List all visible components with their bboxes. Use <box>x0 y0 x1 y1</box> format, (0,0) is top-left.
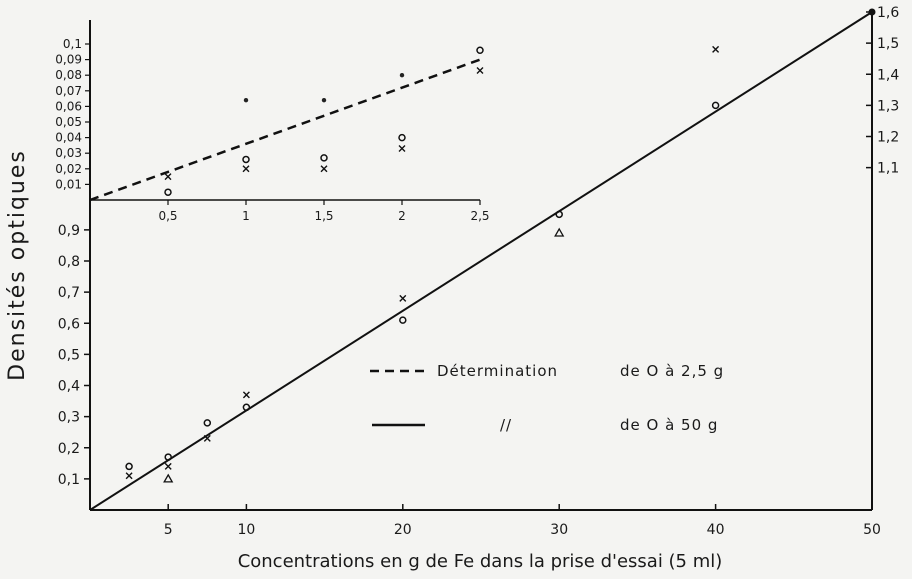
main-point-x <box>203 434 211 442</box>
main-point-o <box>125 462 133 471</box>
legend-solid-label: // <box>500 416 512 434</box>
inset-y-tick-label: 0,1 <box>63 37 82 51</box>
y-axis-label: Densités optiques <box>5 149 30 381</box>
inset-point-o <box>164 188 172 196</box>
legend-solid-range: de O à 50 g <box>620 416 718 434</box>
right-y-tick-label: 1,5 <box>877 36 899 52</box>
inset-point-o <box>320 154 328 162</box>
inset-y-tick-label: 0,07 <box>55 84 82 98</box>
inset-point-o <box>242 155 250 164</box>
main-point-o <box>203 419 212 427</box>
main-x-tick-label: 20 <box>394 522 412 538</box>
x-axis-label: Concentrations en g de Fe dans la prise … <box>238 551 723 572</box>
inset-point-x <box>476 67 484 75</box>
legend-dashed-label: Détermination <box>437 362 558 380</box>
main-point-x <box>164 462 172 470</box>
main-x-tick-label: 5 <box>164 522 173 538</box>
main-y-tick-label: 0,3 <box>58 410 80 426</box>
main-point-o <box>242 403 251 412</box>
main-point-o <box>555 210 563 219</box>
inset-y-tick-label: 0,09 <box>55 53 82 67</box>
inset-point-dot <box>243 97 249 103</box>
inset-x-tick-label: 0,5 <box>158 209 177 223</box>
right-y-tick-label: 1,1 <box>877 161 899 177</box>
inset-y-tick-label: 0,08 <box>55 68 82 82</box>
main-y-tick-label: 0,2 <box>58 441 80 457</box>
inset-y-tick-label: 0,05 <box>55 115 82 129</box>
main-x-tick-label: 40 <box>707 522 725 538</box>
main-point-triangle <box>554 227 565 237</box>
main-y-tick-label: 0,6 <box>58 316 80 332</box>
main-point-o <box>164 453 172 461</box>
inset-x-tick-label: 1 <box>242 209 250 223</box>
inset-point-x <box>164 173 172 181</box>
main-point-o <box>711 101 720 110</box>
main-point-x <box>399 294 407 302</box>
main-point-o <box>399 316 407 324</box>
right-y-tick-label: 1,6 <box>877 5 899 21</box>
inset-point-x <box>398 145 406 153</box>
right-y-tick-label: 1,3 <box>877 98 899 114</box>
main-point-x <box>712 45 720 53</box>
inset-point-dot <box>399 73 405 78</box>
main-point-x <box>125 472 133 480</box>
inset-regression-line <box>89 58 481 202</box>
main-y-tick-label: 0,1 <box>58 472 80 488</box>
inset-point-x <box>242 165 250 173</box>
legend-dashed-range: de O à 2,5 g <box>620 362 724 380</box>
main-x-tick-label: 30 <box>550 522 568 538</box>
right-y-tick-label: 1,4 <box>877 67 899 83</box>
inset-point-o <box>398 133 406 142</box>
inset-point-dot <box>321 97 327 103</box>
main-y-tick-label: 0,5 <box>58 347 80 363</box>
main-regression-line <box>89 11 873 511</box>
inset-y-tick-label: 0,04 <box>55 131 82 145</box>
inset-point-x <box>320 165 328 173</box>
inset-y-tick-label: 0,02 <box>55 162 82 176</box>
inset-y-tick-label: 0,01 <box>55 177 82 191</box>
main-x-tick-label: 10 <box>237 522 255 538</box>
main-y-tick-label: 0,7 <box>58 285 80 301</box>
main-y-tick-label: 0,8 <box>58 254 80 270</box>
main-point-triangle <box>163 473 174 483</box>
inset-y-tick-label: 0,03 <box>55 146 82 160</box>
right-y-tick-label: 1,2 <box>877 130 899 146</box>
main-x-tick-label: 50 <box>863 522 881 538</box>
inset-x-tick-label: 2 <box>398 209 406 223</box>
main-line-end-point <box>868 8 876 16</box>
main-point-x <box>242 391 250 399</box>
inset-x-tick-label: 1,5 <box>314 209 333 223</box>
inset-x-tick-label: 2,5 <box>470 209 489 223</box>
inset-point-o <box>476 46 484 54</box>
inset-y-tick-label: 0,06 <box>55 99 82 113</box>
main-y-tick-label: 0,4 <box>58 379 80 395</box>
main-y-tick-label: 0,9 <box>58 223 80 239</box>
